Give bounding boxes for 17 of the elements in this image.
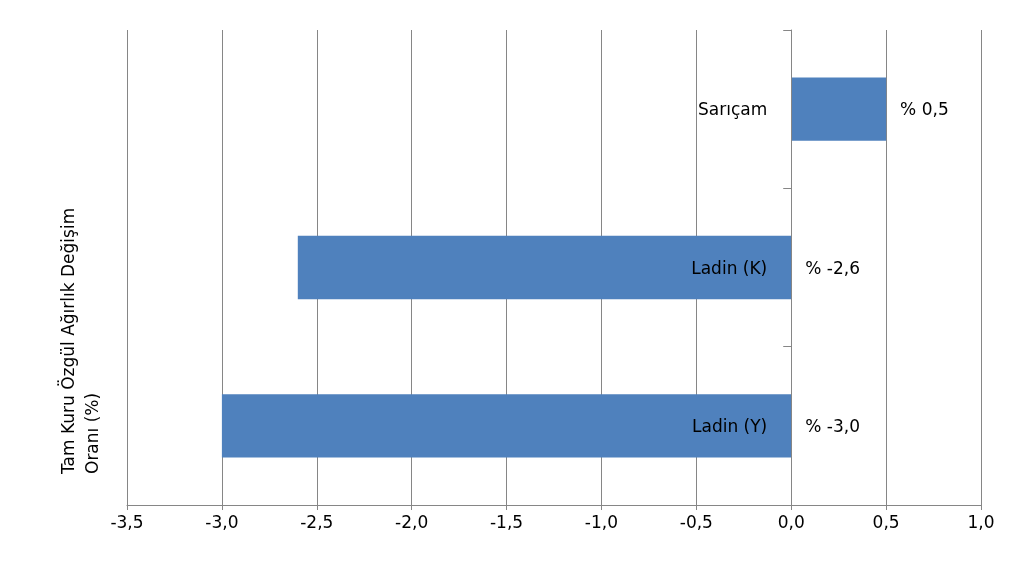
x-tick-label: -2,0 bbox=[395, 511, 429, 532]
x-tick-label: -2,5 bbox=[300, 511, 334, 532]
x-tick-label: -3,0 bbox=[205, 511, 239, 532]
y-axis-title: Tam Kuru Özgül Ağırlık Değişim Oranı (%) bbox=[57, 202, 102, 475]
y-tick-label: Ladin (Y) bbox=[691, 415, 768, 436]
y-tick-label: Sarıçam bbox=[697, 99, 768, 120]
y-tick-label: Ladin (K) bbox=[691, 257, 768, 278]
data-label: % 0,5 bbox=[900, 99, 949, 120]
x-tick-label: -0,5 bbox=[679, 511, 713, 532]
data-label: % -3,0 bbox=[805, 415, 860, 436]
x-tick-label: -3,5 bbox=[110, 511, 144, 532]
x-tick-label: 0,0 bbox=[777, 511, 805, 532]
x-tick-label: 1,0 bbox=[967, 511, 995, 532]
data-label: % -2,6 bbox=[805, 257, 860, 278]
x-tick-label: -1,0 bbox=[584, 511, 619, 532]
x-tick-label: -1,5 bbox=[489, 511, 524, 532]
x-tick-label: 0,5 bbox=[872, 511, 900, 532]
